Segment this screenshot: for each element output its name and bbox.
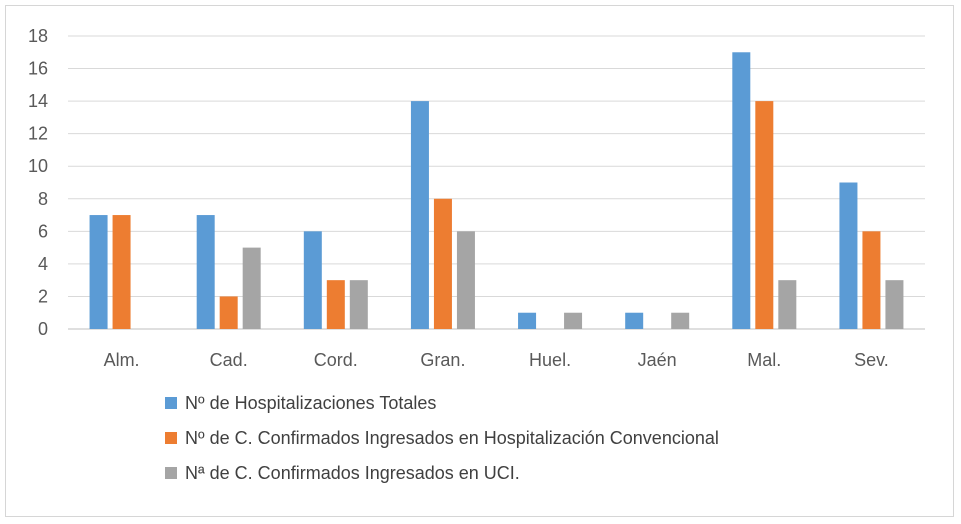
y-tick-label: 16 xyxy=(28,59,48,79)
y-tick-label: 8 xyxy=(38,189,48,209)
x-tick-label: Cord. xyxy=(314,350,358,370)
x-tick-label: Gran. xyxy=(420,350,465,370)
bar xyxy=(219,296,238,329)
bar xyxy=(885,280,904,329)
legend-item-hospitalizacion-convencional: Nº de C. Confirmados Ingresados en Hospi… xyxy=(165,427,719,449)
legend-label: Nº de Hospitalizaciones Totales xyxy=(185,393,437,413)
chart-frame xyxy=(5,5,954,517)
bar xyxy=(456,231,475,329)
legend-label: Nª de C. Confirmados Ingresados en UCI. xyxy=(185,463,520,483)
x-tick-label: Sev. xyxy=(854,350,889,370)
bar xyxy=(839,182,858,329)
x-tick-label: Alm. xyxy=(104,350,140,370)
legend-swatch-gray xyxy=(165,467,177,480)
bar xyxy=(671,312,690,329)
bar xyxy=(564,312,583,329)
y-tick-label: 12 xyxy=(28,124,48,144)
bar xyxy=(732,52,751,330)
bar xyxy=(303,231,322,329)
x-tick-label: Huel. xyxy=(529,350,571,370)
bar xyxy=(326,280,345,329)
legend-swatch-blue xyxy=(165,397,177,410)
bar xyxy=(349,280,368,329)
bar xyxy=(778,280,797,329)
y-tick-label: 6 xyxy=(38,221,48,241)
x-tick-label: Cad. xyxy=(210,350,248,370)
bar xyxy=(242,247,261,329)
bar xyxy=(862,231,881,329)
y-tick-label: 18 xyxy=(28,26,48,46)
bar xyxy=(196,215,215,329)
bar xyxy=(755,101,774,329)
bar xyxy=(625,312,644,329)
legend-label: Nº de C. Confirmados Ingresados en Hospi… xyxy=(185,428,719,448)
y-tick-label: 2 xyxy=(38,286,48,306)
bar xyxy=(433,198,452,329)
legend-item-uci: Nª de C. Confirmados Ingresados en UCI. xyxy=(165,462,520,484)
bar xyxy=(518,312,537,329)
x-tick-label: Jaén xyxy=(638,350,677,370)
legend-item-hospitalizaciones-totales: Nº de Hospitalizaciones Totales xyxy=(165,392,436,414)
y-tick-label: 4 xyxy=(38,254,48,274)
y-tick-label: 14 xyxy=(28,91,48,111)
bar xyxy=(410,101,429,329)
x-tick-label: Mal. xyxy=(747,350,781,370)
bar xyxy=(89,215,108,329)
y-tick-label: 0 xyxy=(38,319,48,339)
legend-swatch-orange xyxy=(165,432,177,445)
bar xyxy=(112,215,131,329)
y-tick-label: 10 xyxy=(28,156,48,176)
